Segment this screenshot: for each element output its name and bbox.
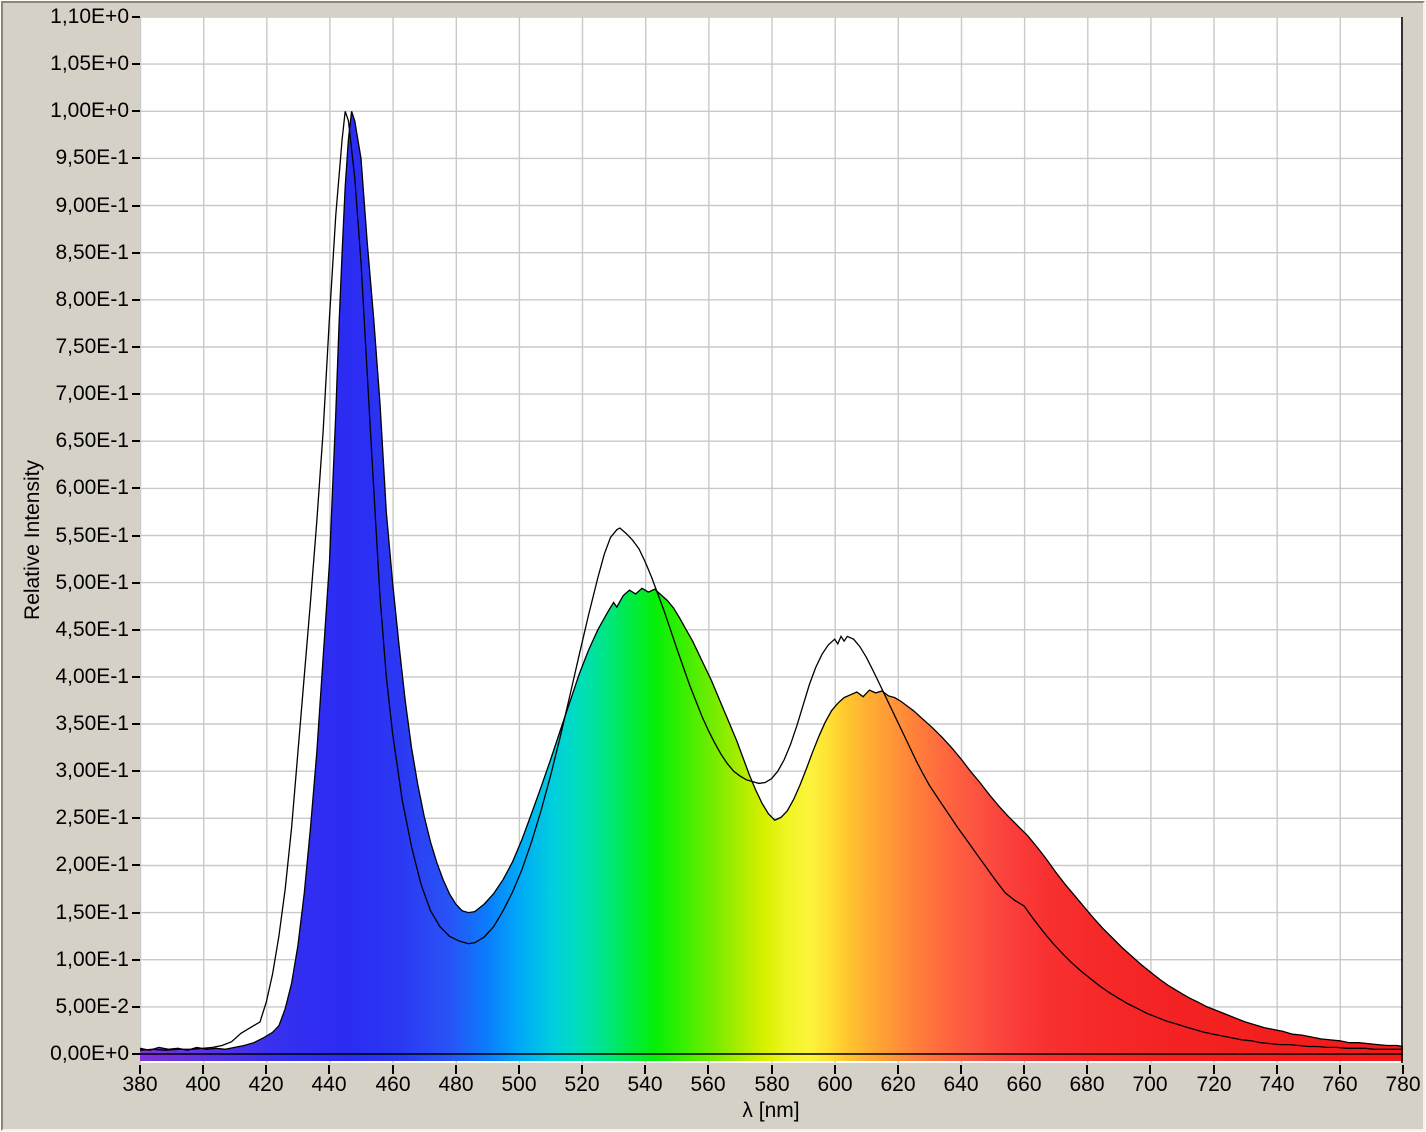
x-tick-label: 580 <box>754 1073 790 1096</box>
y-tick-label: 8,00E-1 <box>55 288 129 311</box>
y-tick-label: 5,00E-2 <box>55 995 129 1018</box>
x-tick-label: 560 <box>690 1073 726 1096</box>
y-tick-mark <box>132 16 140 18</box>
x-tick-mark <box>834 1065 836 1074</box>
y-tick-mark <box>132 864 140 866</box>
y-tick-label: 1,00E-1 <box>55 948 129 971</box>
x-tick-mark <box>392 1065 394 1074</box>
x-tick-label: 700 <box>1132 1073 1168 1096</box>
x-tick-label: 400 <box>185 1073 221 1096</box>
x-tick-label: 740 <box>1259 1073 1295 1096</box>
y-tick-label: 5,50E-1 <box>55 524 129 547</box>
x-tick-label: 420 <box>248 1073 284 1096</box>
y-tick-mark <box>132 252 140 254</box>
y-tick-mark <box>132 393 140 395</box>
y-tick-mark <box>132 959 140 961</box>
x-tick-mark <box>897 1065 899 1074</box>
y-tick-mark <box>132 440 140 442</box>
x-tick-mark <box>1023 1065 1025 1074</box>
y-tick-label: 7,00E-1 <box>55 382 129 405</box>
spectrum-fill-outline <box>140 111 1403 1051</box>
x-tick-label: 380 <box>122 1073 158 1096</box>
x-tick-label: 640 <box>943 1073 979 1096</box>
x-tick-mark <box>265 1065 267 1074</box>
x-tick-mark <box>1149 1065 1151 1074</box>
y-tick-mark <box>132 63 140 65</box>
y-tick-mark <box>132 723 140 725</box>
y-tick-mark <box>132 157 140 159</box>
y-tick-mark <box>132 299 140 301</box>
x-tick-mark <box>1086 1065 1088 1074</box>
x-tick-label: 600 <box>817 1073 853 1096</box>
x-tick-mark <box>202 1065 204 1074</box>
y-tick-mark <box>132 1053 140 1055</box>
x-tick-label: 720 <box>1196 1073 1232 1096</box>
x-tick-label: 520 <box>564 1073 600 1096</box>
x-tick-label: 460 <box>375 1073 411 1096</box>
spectrum-chart: Relative Intensity λ [nm] 0,00E+0 5,00E-2… <box>3 3 1423 1129</box>
x-tick-mark <box>455 1065 457 1074</box>
y-tick-mark <box>132 676 140 678</box>
y-tick-label: 6,00E-1 <box>55 476 129 499</box>
y-tick-mark <box>132 582 140 584</box>
y-tick-mark <box>132 346 140 348</box>
y-tick-mark <box>132 1006 140 1008</box>
x-tick-label: 780 <box>1385 1073 1421 1096</box>
x-tick-mark <box>1339 1065 1341 1074</box>
x-tick-mark <box>1213 1065 1215 1074</box>
x-tick-label: 480 <box>438 1073 474 1096</box>
x-tick-mark <box>707 1065 709 1074</box>
x-tick-label: 660 <box>1006 1073 1042 1096</box>
y-tick-label: 1,10E+0 <box>50 5 129 28</box>
x-tick-mark <box>328 1065 330 1074</box>
plot-canvas[interactable] <box>140 17 1403 1063</box>
y-tick-label: 3,00E-1 <box>55 759 129 782</box>
y-tick-label: 4,00E-1 <box>55 665 129 688</box>
y-tick-label: 5,00E-1 <box>55 571 129 594</box>
x-tick-mark <box>1402 1065 1404 1074</box>
x-axis-title: λ [nm] <box>742 1099 800 1122</box>
y-tick-mark <box>132 205 140 207</box>
y-tick-label: 4,50E-1 <box>55 618 129 641</box>
y-tick-mark <box>132 629 140 631</box>
x-tick-mark <box>139 1065 141 1074</box>
y-tick-label: 1,05E+0 <box>50 52 129 75</box>
y-tick-label: 1,50E-1 <box>55 901 129 924</box>
x-tick-mark <box>518 1065 520 1074</box>
x-tick-label: 680 <box>1069 1073 1105 1096</box>
x-tick-mark <box>1276 1065 1278 1074</box>
y-tick-mark <box>132 535 140 537</box>
x-tick-label: 620 <box>880 1073 916 1096</box>
y-tick-label: 0,00E+0 <box>50 1042 129 1065</box>
y-tick-label: 1,00E+0 <box>50 99 129 122</box>
y-tick-mark <box>132 110 140 112</box>
y-tick-label: 2,00E-1 <box>55 853 129 876</box>
y-tick-label: 7,50E-1 <box>55 335 129 358</box>
y-tick-label: 8,50E-1 <box>55 241 129 264</box>
x-tick-label: 540 <box>627 1073 663 1096</box>
x-tick-mark <box>581 1065 583 1074</box>
y-tick-mark <box>132 912 140 914</box>
y-tick-mark <box>132 817 140 819</box>
y-tick-mark <box>132 487 140 489</box>
x-tick-mark <box>644 1065 646 1074</box>
y-tick-label: 2,50E-1 <box>55 806 129 829</box>
x-tick-mark <box>771 1065 773 1074</box>
x-tick-label: 440 <box>311 1073 347 1096</box>
y-tick-label: 9,00E-1 <box>55 194 129 217</box>
y-tick-mark <box>132 770 140 772</box>
x-tick-label: 500 <box>501 1073 537 1096</box>
y-tick-label: 9,50E-1 <box>55 146 129 169</box>
x-tick-label: 760 <box>1322 1073 1358 1096</box>
x-tick-mark <box>960 1065 962 1074</box>
y-tick-label: 6,50E-1 <box>55 429 129 452</box>
y-tick-label: 3,50E-1 <box>55 712 129 735</box>
reference-curve <box>140 111 1403 1051</box>
